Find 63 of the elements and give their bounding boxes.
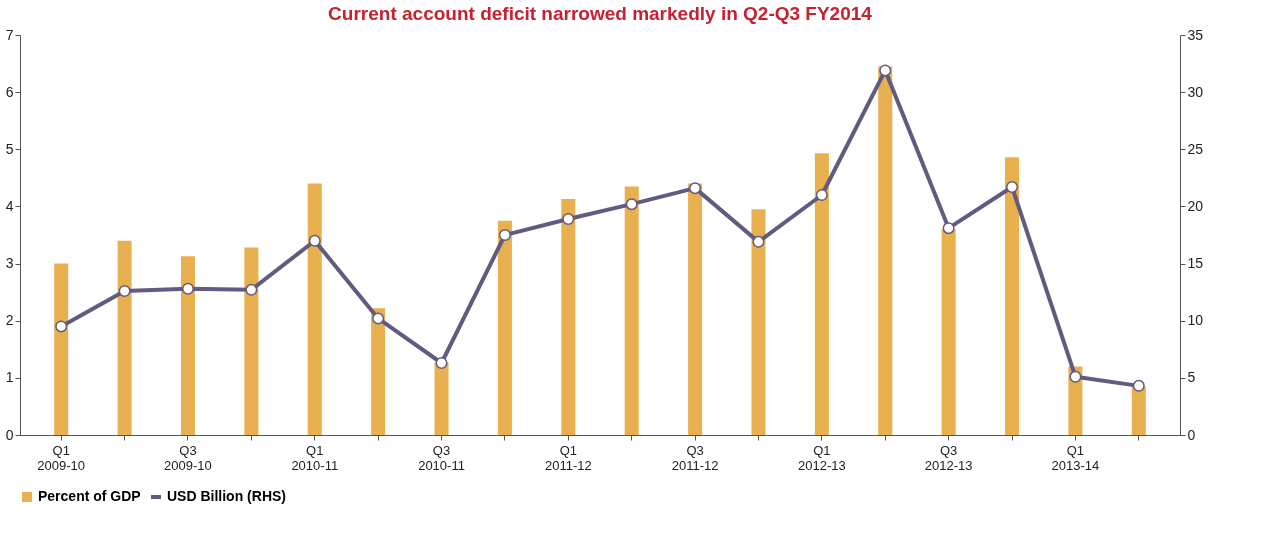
bar [371, 308, 386, 435]
bar [751, 209, 766, 435]
y-tick-label: 2 [5, 312, 14, 329]
bar [688, 183, 703, 435]
bar [941, 229, 956, 435]
x-tick-label: Q1 2013-14 [1051, 442, 1100, 473]
point [815, 189, 828, 201]
y-tick-label: 5 [5, 140, 14, 157]
x-tick-label: Q3 2010-11 [418, 442, 465, 473]
point [308, 234, 321, 247]
y2-tick-label: 25 [1187, 140, 1204, 157]
bar [878, 66, 893, 435]
bar [1131, 386, 1146, 435]
y-tick-label: 0 [5, 426, 14, 443]
bar [307, 183, 322, 435]
x-tick-label: Q1 2011-12 [544, 442, 592, 473]
x-tick-label: Q3 2009-10 [164, 442, 212, 473]
point [625, 198, 638, 211]
point [562, 213, 575, 225]
point [118, 285, 131, 297]
y-tick-label: 1 [5, 369, 14, 386]
point [1006, 181, 1019, 193]
bar [497, 220, 512, 435]
bar [814, 153, 829, 435]
point [435, 357, 448, 369]
bar [561, 199, 576, 435]
y-tick-label: 4 [5, 197, 14, 214]
point [1132, 379, 1145, 392]
legend-label: Percent of GDP [38, 488, 141, 504]
y2-tick-label: 20 [1187, 197, 1204, 214]
point [245, 283, 258, 296]
point [879, 64, 892, 77]
point [1069, 370, 1082, 383]
point [689, 182, 702, 195]
bar [180, 256, 195, 435]
y2-tick-label: 30 [1187, 83, 1204, 100]
bar [54, 263, 69, 435]
y2-tick-label: 5 [1187, 369, 1196, 386]
point [942, 222, 955, 235]
y2-tick-label: 15 [1187, 255, 1204, 272]
point [181, 282, 194, 295]
chart-title: Current account deficit narrowed markedly in Q2-Q3 FY2014 [328, 3, 873, 24]
x-tick-label: Q1 2009-10 [37, 442, 86, 473]
point [372, 312, 385, 325]
x-tick-label: Q1 2012-13 [798, 442, 846, 473]
bar [117, 240, 132, 435]
legend-label: USD Billion (RHS) [167, 488, 286, 504]
bar [624, 186, 639, 435]
point [498, 229, 511, 241]
y-tick-label: 7 [5, 26, 14, 43]
point [752, 235, 765, 248]
bar [244, 247, 259, 435]
point [55, 320, 68, 333]
y2-tick-label: 0 [1187, 426, 1196, 443]
y2-tick-label: 10 [1187, 312, 1204, 329]
x-tick-label: Q3 2011-12 [671, 442, 719, 473]
y-tick-label: 3 [5, 255, 14, 272]
y-tick-label: 6 [5, 83, 14, 100]
y2-tick-label: 35 [1187, 26, 1204, 43]
bar [1005, 157, 1020, 435]
x-tick-label: Q1 2010-11 [291, 442, 339, 473]
x-tick-label: Q3 2012-13 [924, 442, 973, 473]
bar [434, 362, 449, 435]
